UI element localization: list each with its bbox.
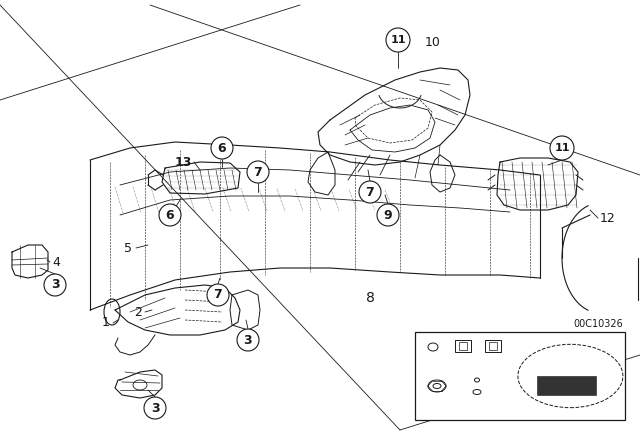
Text: 2: 2	[134, 306, 142, 319]
Text: 11: 11	[390, 35, 406, 45]
Text: 5: 5	[124, 241, 132, 254]
Bar	[537, 376, 596, 395]
Text: 8: 8	[365, 291, 374, 305]
Text: 4: 4	[52, 255, 60, 268]
Text: 7: 7	[214, 289, 222, 302]
Text: 9: 9	[448, 365, 455, 375]
Text: 7: 7	[253, 165, 262, 178]
Bar	[415, 332, 625, 420]
Text: 6: 6	[218, 142, 227, 155]
Text: 12: 12	[600, 211, 616, 224]
Circle shape	[211, 137, 233, 159]
Text: 3: 3	[150, 401, 159, 414]
Circle shape	[386, 28, 410, 52]
Text: 1: 1	[102, 316, 110, 329]
Text: 9: 9	[384, 208, 392, 221]
Circle shape	[144, 397, 166, 419]
Bar	[489, 342, 497, 350]
Text: 3: 3	[244, 333, 252, 346]
Bar	[485, 340, 501, 352]
Text: 7: 7	[420, 365, 427, 375]
Text: 11: 11	[475, 365, 489, 375]
Circle shape	[377, 204, 399, 226]
Text: 6: 6	[166, 208, 174, 221]
Circle shape	[159, 204, 181, 226]
Text: 00C10326: 00C10326	[573, 319, 623, 329]
Bar	[455, 340, 471, 352]
Text: 13: 13	[175, 155, 192, 168]
Bar	[459, 342, 467, 350]
Circle shape	[550, 136, 574, 160]
Text: 7: 7	[365, 185, 374, 198]
Text: 11: 11	[554, 143, 570, 153]
Circle shape	[247, 161, 269, 183]
Circle shape	[207, 284, 229, 306]
Circle shape	[237, 329, 259, 351]
Text: 6: 6	[467, 409, 474, 419]
Text: 10: 10	[425, 35, 441, 48]
Circle shape	[44, 274, 66, 296]
Text: 3: 3	[51, 279, 60, 292]
Text: 3: 3	[423, 409, 430, 419]
Circle shape	[359, 181, 381, 203]
